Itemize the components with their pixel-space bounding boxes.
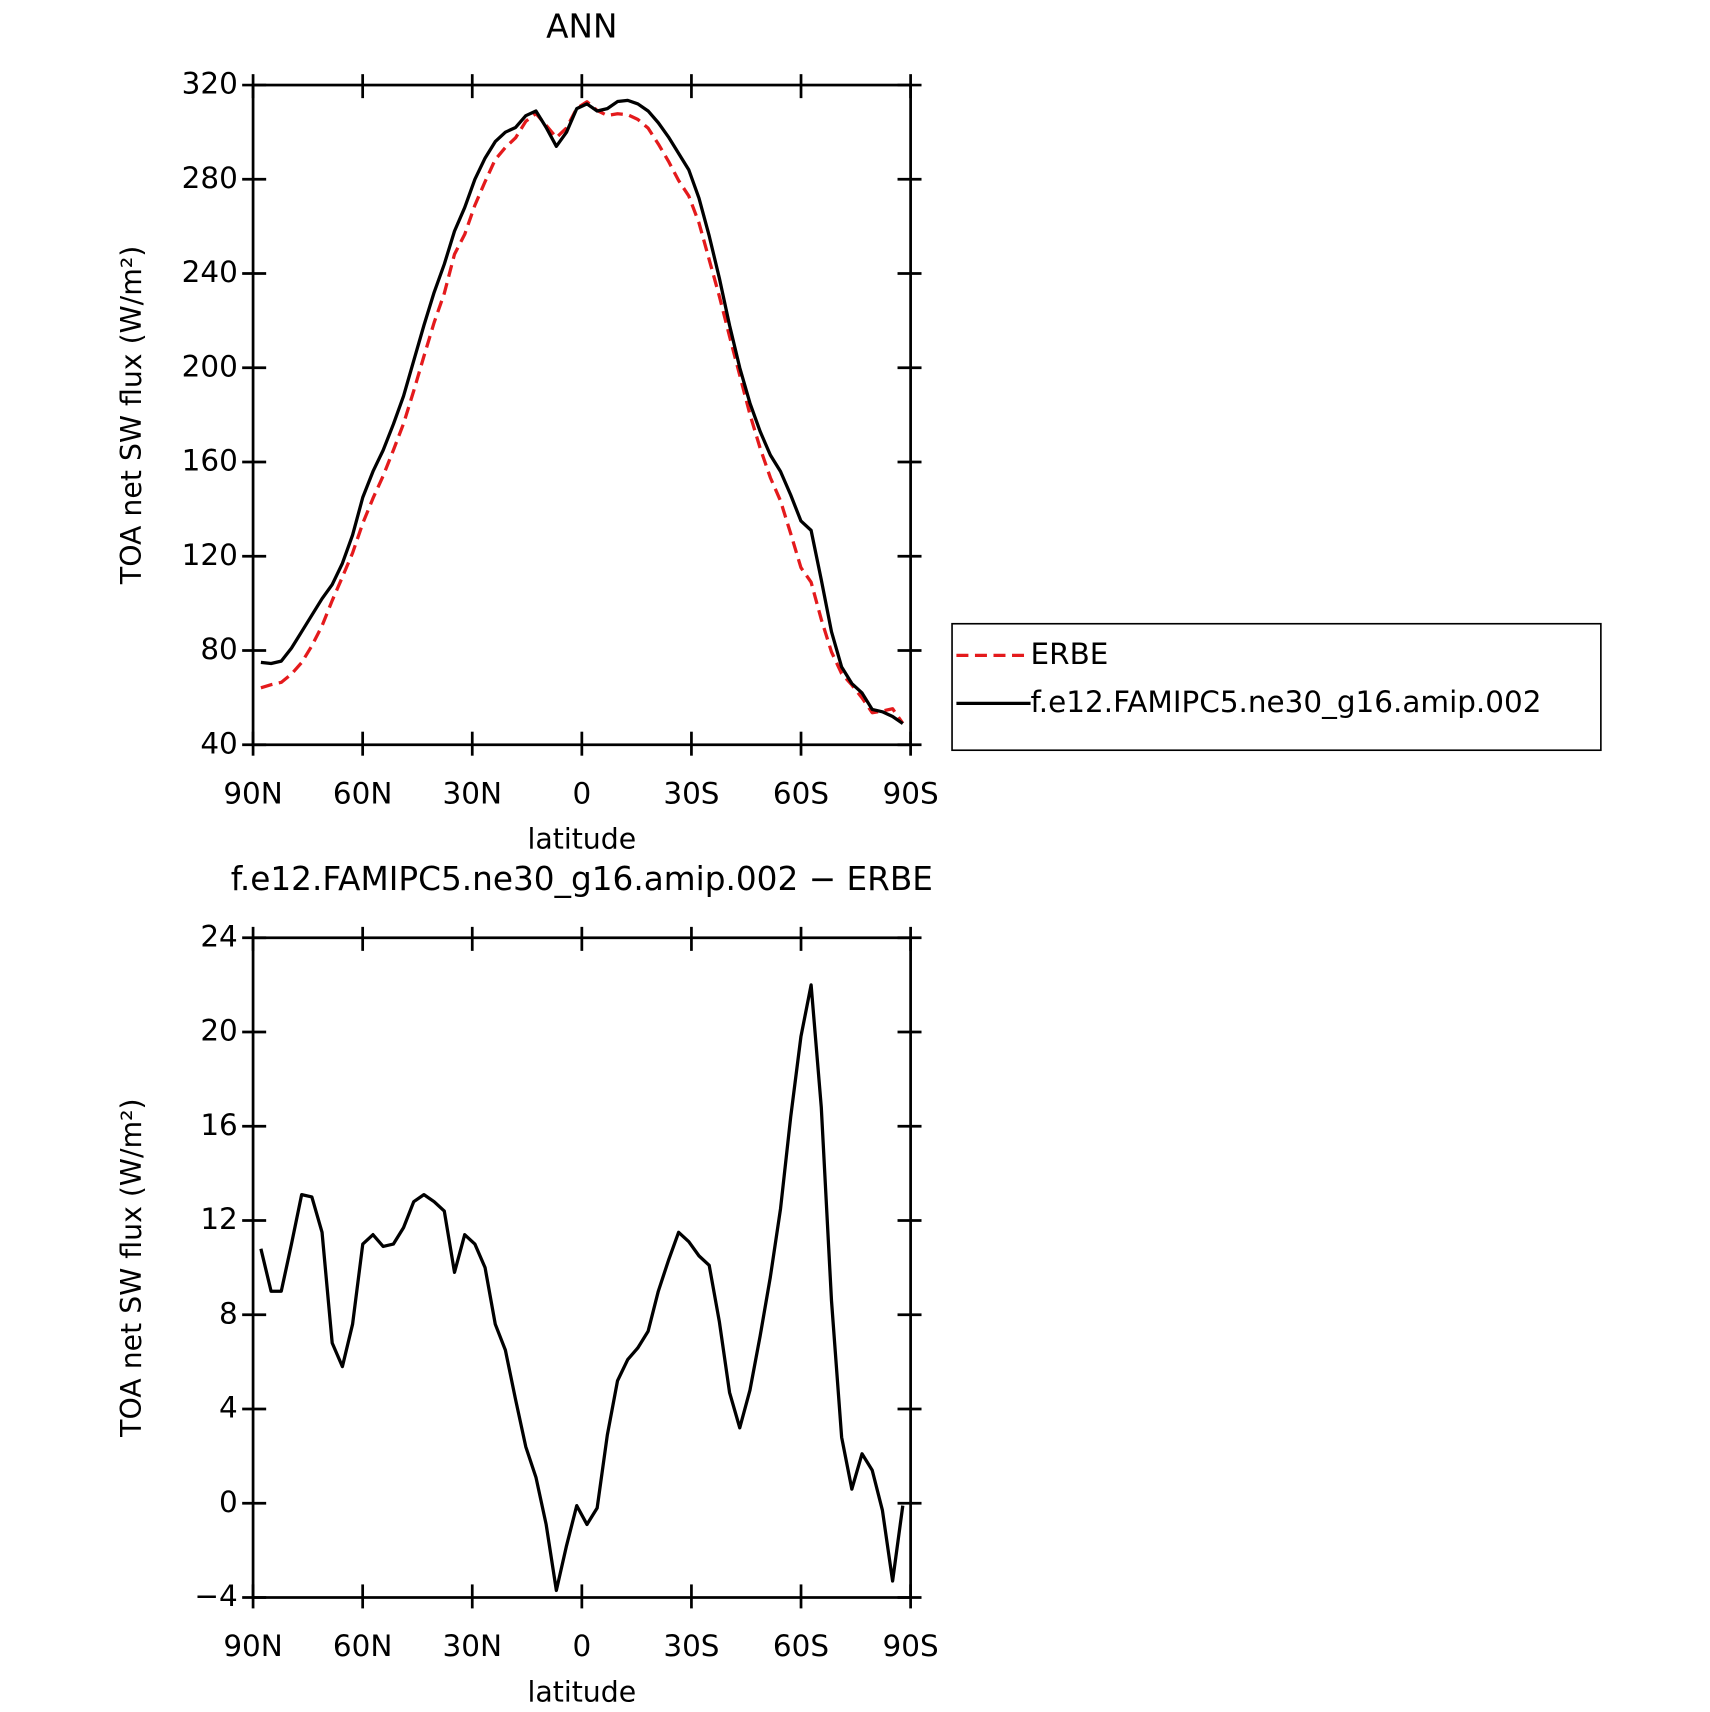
y-tick-label: 0 xyxy=(219,1485,238,1519)
legend-label: f.e12.FAMIPC5.ne30_g16.amip.002 xyxy=(1031,685,1542,719)
x-tick-label: 30S xyxy=(663,776,719,810)
y-tick-label: −4 xyxy=(194,1579,237,1613)
x-tick-label: 60N xyxy=(333,776,392,810)
data-line xyxy=(260,98,904,725)
x-tick-label: 60S xyxy=(773,1629,829,1663)
y-tick-label: 8 xyxy=(219,1296,238,1330)
y-axis-label: TOA net SW flux (W/m²) xyxy=(115,246,148,585)
plot-frame xyxy=(251,936,912,1599)
data-line xyxy=(259,983,905,1593)
y-tick-label: 4 xyxy=(219,1391,238,1425)
data-line xyxy=(260,100,905,725)
legend-box xyxy=(951,622,1602,752)
x-tick-label: 90S xyxy=(883,776,939,810)
x-tick-label: 0 xyxy=(572,776,591,810)
y-tick-label: 20 xyxy=(200,1014,237,1048)
x-tick-label: 0 xyxy=(572,1629,591,1663)
y-tick-label: 16 xyxy=(200,1108,237,1142)
y-tick-label: 160 xyxy=(182,444,238,478)
legend-label: ERBE xyxy=(1031,637,1109,671)
plot-frame xyxy=(251,83,912,747)
x-tick-label: 30N xyxy=(443,1629,502,1663)
y-tick-label: 120 xyxy=(182,538,238,572)
x-tick-label: 90S xyxy=(883,1629,939,1663)
x-tick-label: 30N xyxy=(443,776,502,810)
x-tick-label: 90N xyxy=(223,776,282,810)
x-tick-label: 30S xyxy=(663,1629,719,1663)
x-tick-label: 60N xyxy=(333,1629,392,1663)
y-tick-label: 200 xyxy=(182,349,238,383)
x-tick-label: 60S xyxy=(773,776,829,810)
y-tick-label: 280 xyxy=(182,161,238,195)
x-tick-label: 90N xyxy=(223,1629,282,1663)
x-axis-label: latitude xyxy=(527,823,636,856)
y-axis-label: TOA net SW flux (W/m²) xyxy=(115,1098,148,1437)
chart-title: ANN xyxy=(546,7,617,45)
y-tick-label: 40 xyxy=(200,726,237,760)
chart-title: f.e12.FAMIPC5.ne30_g16.amip.002 − ERBE xyxy=(231,860,933,898)
y-tick-label: 320 xyxy=(182,67,238,101)
y-tick-label: 80 xyxy=(200,632,237,666)
y-tick-label: 24 xyxy=(200,919,237,953)
x-axis-label: latitude xyxy=(527,1675,636,1708)
y-tick-label: 240 xyxy=(182,255,238,289)
y-tick-label: 12 xyxy=(200,1202,237,1236)
